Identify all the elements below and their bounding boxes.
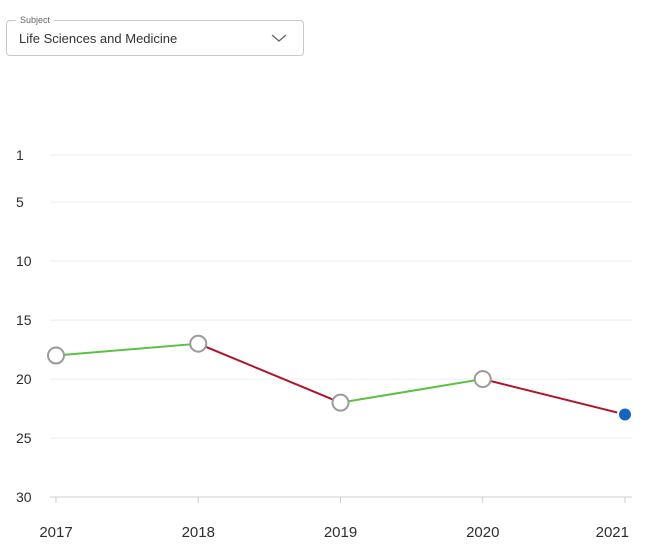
y-tick-label: 15 [16, 312, 32, 328]
subject-selected-value: Life Sciences and Medicine [19, 31, 178, 46]
data-point[interactable] [473, 370, 492, 389]
series-segment [340, 378, 483, 404]
line-layer [55, 342, 626, 416]
y-tick-label: 25 [16, 430, 32, 446]
data-point[interactable] [47, 346, 65, 365]
subject-dropdown[interactable]: Subject Life Sciences and Medicine [6, 14, 304, 56]
grid-layer [50, 154, 632, 498]
x-tick-label: 2019 [324, 524, 357, 541]
x-tick-label: 2018 [182, 524, 215, 541]
x-tick-label: 2017 [39, 524, 72, 541]
x-tick-label: 2020 [466, 524, 499, 541]
series-segment [55, 342, 199, 357]
data-point[interactable] [331, 393, 350, 412]
series-segment [482, 378, 626, 416]
y-tick-label: 10 [16, 253, 32, 269]
data-point[interactable] [189, 334, 208, 353]
chevron-down-icon[interactable] [271, 31, 287, 45]
y-tick-label: 1 [16, 147, 24, 163]
latest-data-point[interactable] [617, 406, 633, 423]
series-segment [197, 342, 341, 404]
x-tick-label: 2021 [596, 524, 629, 541]
subject-label: Subject [16, 14, 55, 26]
y-tick-label: 5 [16, 194, 24, 210]
y-tick-label: 20 [16, 371, 32, 387]
y-tick-label: 30 [16, 489, 32, 505]
marker-layer [47, 334, 633, 423]
